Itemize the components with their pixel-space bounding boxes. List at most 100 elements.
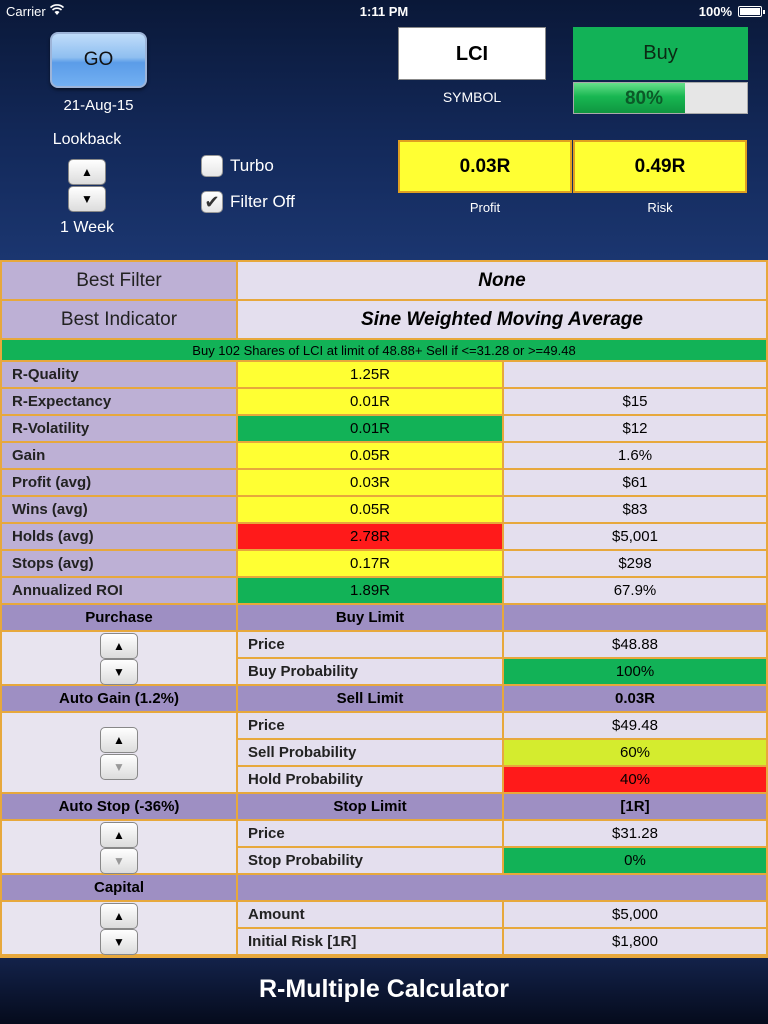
go-button[interactable]: GO xyxy=(50,32,147,88)
stop-price-value: $31.28 xyxy=(504,821,766,846)
metric-value-r-quality xyxy=(504,362,766,387)
symbol-input[interactable]: LCI xyxy=(398,27,546,80)
metric-value-r-expectancy: $15 xyxy=(504,389,766,414)
metric-r-value-annualized-roi: 1.89R xyxy=(238,578,502,603)
metric-label-profit-avg: Profit (avg) xyxy=(2,470,236,495)
buy-probability-label: Buy Probability xyxy=(238,659,502,684)
turbo-label: Turbo xyxy=(230,156,274,175)
battery-icon xyxy=(738,6,765,17)
wifi-icon xyxy=(50,4,64,15)
status-bar: Carrier 1:11 PM 100% xyxy=(0,0,768,22)
app-title-bar: R-Multiple Calculator xyxy=(0,958,768,1024)
best-indicator-value: Sine Weighted Moving Average xyxy=(238,301,766,338)
arrow-down-icon: ▼ xyxy=(113,665,125,679)
arrow-up-icon: ▲ xyxy=(113,733,125,747)
purchase-down-button[interactable]: ▼ xyxy=(100,659,138,685)
auto-gain-up-button[interactable]: ▲ xyxy=(100,727,138,753)
stop-limit-header-value: [1R] xyxy=(504,794,766,819)
metric-label-r-quality: R-Quality xyxy=(2,362,236,387)
metric-value-stops-avg: $298 xyxy=(504,551,766,576)
filter-off-checkbox[interactable]: ✔ xyxy=(201,191,223,213)
filter-off-option[interactable]: ✔ Filter Off xyxy=(201,191,295,213)
sell-price-label: Price xyxy=(238,713,502,738)
best-indicator-label: Best Indicator xyxy=(2,301,236,338)
capital-title: Capital xyxy=(2,875,236,900)
hold-probability-label: Hold Probability xyxy=(238,767,502,792)
buy-button[interactable]: Buy xyxy=(573,27,748,80)
hold-probability-value: 40% xyxy=(504,767,766,792)
stop-price-label: Price xyxy=(238,821,502,846)
auto-gain-down-button[interactable]: ▼ xyxy=(100,754,138,780)
auto-gain-title: Auto Gain (1.2%) xyxy=(2,686,236,711)
sell-limit-header-value: 0.03R xyxy=(504,686,766,711)
metric-label-wins-avg: Wins (avg) xyxy=(2,497,236,522)
purchase-title: Purchase xyxy=(2,605,236,630)
metric-r-value-stops-avg: 0.17R xyxy=(238,551,502,576)
arrow-down-icon: ▼ xyxy=(113,854,125,868)
best-filter-value: None xyxy=(238,262,766,299)
capital-amount-label: Amount xyxy=(238,902,502,927)
metric-value-wins-avg: $83 xyxy=(504,497,766,522)
metric-label-holds-avg: Holds (avg) xyxy=(2,524,236,549)
results-table: Best Filter None Best Indicator Sine Wei… xyxy=(0,260,768,958)
metric-r-value-r-expectancy: 0.01R xyxy=(238,389,502,414)
best-filter-label: Best Filter xyxy=(2,262,236,299)
sell-probability-label: Sell Probability xyxy=(238,740,502,765)
metric-r-value-r-quality: 1.25R xyxy=(238,362,502,387)
purchase-price-value: $48.88 xyxy=(504,632,766,657)
arrow-up-icon: ▲ xyxy=(81,165,93,179)
arrow-down-icon: ▼ xyxy=(113,935,125,949)
sell-limit-header: Sell Limit xyxy=(238,686,502,711)
purchase-price-label: Price xyxy=(238,632,502,657)
profit-label: Profit xyxy=(469,200,501,215)
metric-label-annualized-roi: Annualized ROI xyxy=(2,578,236,603)
risk-box: 0.49R xyxy=(573,140,747,193)
stop-limit-header: Stop Limit xyxy=(238,794,502,819)
metric-value-annualized-roi: 67.9% xyxy=(504,578,766,603)
purchase-up-button[interactable]: ▲ xyxy=(100,633,138,659)
clock: 1:11 PM xyxy=(359,4,409,19)
lookback-down-button[interactable]: ▼ xyxy=(68,186,106,212)
lookback-up-button[interactable]: ▲ xyxy=(68,159,106,185)
metric-r-value-wins-avg: 0.05R xyxy=(238,497,502,522)
buy-probability-value: 100% xyxy=(504,659,766,684)
auto-stop-title: Auto Stop (-36%) xyxy=(2,794,236,819)
header: Carrier 1:11 PM 100% GO 21-Aug-15 Lookba… xyxy=(0,0,768,260)
metric-label-gain: Gain xyxy=(2,443,236,468)
carrier-label: Carrier xyxy=(6,4,46,19)
buy-probability-bar: 80% xyxy=(573,82,748,114)
metric-value-gain: 1.6% xyxy=(504,443,766,468)
buy-probability-text: 80% xyxy=(624,88,664,109)
lookback-value: 1 Week xyxy=(60,219,114,236)
capital-up-button[interactable]: ▲ xyxy=(100,903,138,929)
filter-off-label: Filter Off xyxy=(230,192,295,211)
initial-risk-value: $1,800 xyxy=(504,929,766,954)
metric-label-r-volatility: R-Volatility xyxy=(2,416,236,441)
sell-probability-value: 60% xyxy=(504,740,766,765)
metric-r-value-gain: 0.05R xyxy=(238,443,502,468)
turbo-checkbox[interactable] xyxy=(201,155,223,177)
stop-probability-value: 0% xyxy=(504,848,766,873)
metric-value-holds-avg: $5,001 xyxy=(504,524,766,549)
checkmark-icon: ✔ xyxy=(204,192,220,212)
arrow-up-icon: ▲ xyxy=(113,909,125,923)
capital-down-button[interactable]: ▼ xyxy=(100,929,138,955)
battery-percent: 100% xyxy=(698,4,732,19)
metric-value-profit-avg: $61 xyxy=(504,470,766,495)
trade-instruction: Buy 102 Shares of LCI at limit of 48.88+… xyxy=(2,340,766,360)
buy-limit-header-value xyxy=(504,605,766,630)
profit-box: 0.03R xyxy=(398,140,572,193)
auto-stop-down-button[interactable]: ▼ xyxy=(100,848,138,874)
metric-r-value-profit-avg: 0.03R xyxy=(238,470,502,495)
metric-r-value-r-volatility: 0.01R xyxy=(238,416,502,441)
turbo-option[interactable]: Turbo xyxy=(201,155,274,177)
metric-r-value-holds-avg: 2.78R xyxy=(238,524,502,549)
sell-price-value: $49.48 xyxy=(504,713,766,738)
metric-label-stops-avg: Stops (avg) xyxy=(2,551,236,576)
symbol-label: SYMBOL xyxy=(442,89,502,105)
risk-label: Risk xyxy=(647,200,673,215)
arrow-up-icon: ▲ xyxy=(113,828,125,842)
capital-header xyxy=(238,875,766,900)
buy-limit-header: Buy Limit xyxy=(238,605,502,630)
auto-stop-up-button[interactable]: ▲ xyxy=(100,822,138,848)
